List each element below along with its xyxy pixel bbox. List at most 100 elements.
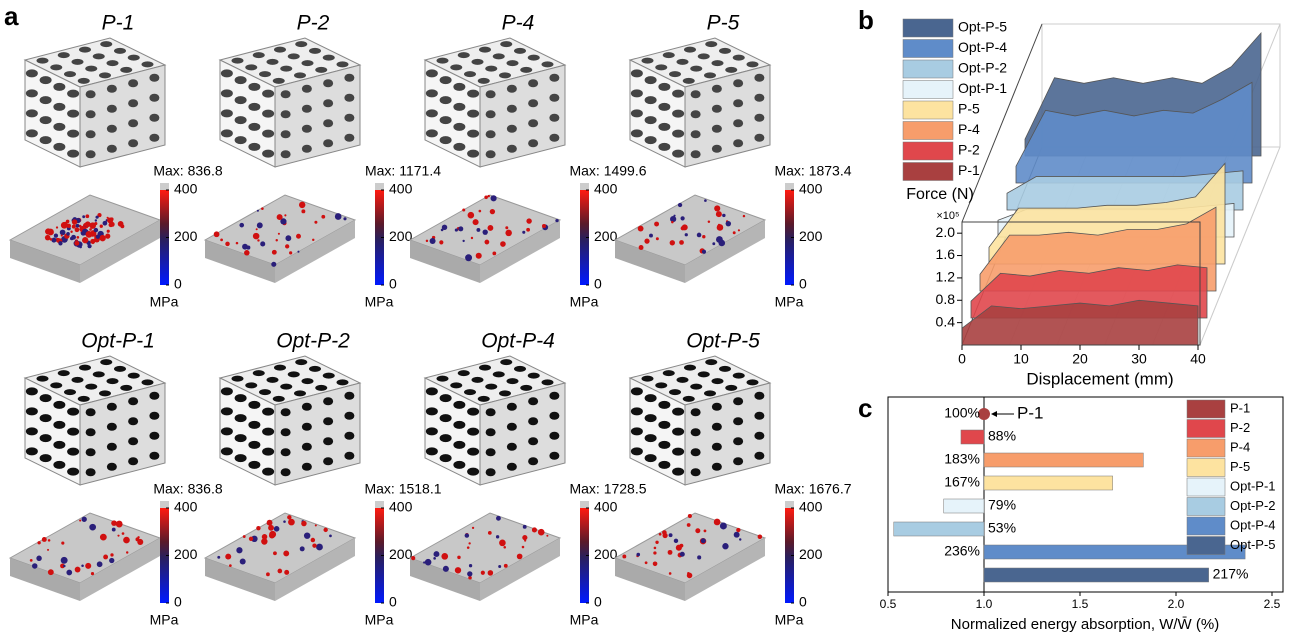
- cube-hole: [262, 130, 274, 138]
- cube-hole: [344, 412, 354, 420]
- cube-hole: [467, 448, 479, 456]
- cube-hole: [235, 136, 247, 144]
- cube-hole: [458, 52, 470, 58]
- specimen-title: P-2: [297, 12, 330, 35]
- stress-spot: [739, 538, 741, 540]
- stress-spot: [239, 223, 244, 228]
- y-tick-label: 0.8: [936, 291, 956, 307]
- cube-hole: [672, 90, 684, 98]
- cube-hole: [733, 79, 743, 87]
- stress-spot: [717, 224, 724, 231]
- colorbar: [375, 183, 384, 285]
- cube-hole: [549, 134, 559, 142]
- cube-hole: [684, 365, 696, 371]
- cube-hole: [655, 64, 667, 70]
- stress-spot: [86, 231, 93, 238]
- panel-label: c: [858, 393, 872, 423]
- cube-hole: [149, 94, 159, 102]
- stress-spot: [655, 541, 658, 544]
- cube-hole: [40, 414, 52, 422]
- cube-hole: [493, 53, 505, 59]
- stress-spot: [488, 570, 494, 576]
- stress-spot: [458, 226, 463, 231]
- cube-hole: [683, 78, 695, 84]
- cube-hole: [53, 461, 65, 469]
- cube-hole: [281, 428, 291, 436]
- panel-label: b: [858, 5, 874, 35]
- cube-hole: [631, 447, 643, 455]
- cube-hole: [53, 143, 65, 151]
- cube-hole: [691, 408, 701, 416]
- y-tick-label: 2.0: [936, 224, 956, 240]
- x-tick-label: 1.0: [976, 597, 993, 611]
- stress-spot: [434, 551, 440, 557]
- cube-hole: [323, 417, 333, 425]
- cube-hole: [86, 130, 96, 138]
- stress-spot: [758, 534, 763, 539]
- cube-hole: [733, 119, 743, 127]
- legend-label: P-4: [958, 121, 980, 137]
- cube-hole: [704, 390, 716, 396]
- cube-hole: [733, 99, 743, 107]
- stress-spot: [272, 250, 277, 255]
- cube-hole: [645, 434, 657, 442]
- cube-hole: [754, 412, 764, 420]
- stress-spot: [84, 223, 87, 226]
- stress-spot: [243, 535, 246, 538]
- colorbar-tick-label: 200: [174, 228, 198, 244]
- legend-swatch: [1187, 439, 1225, 457]
- cube-hole: [747, 379, 759, 385]
- cube-hole: [528, 119, 538, 127]
- cube-hole: [302, 423, 312, 431]
- stress-spot: [30, 559, 33, 562]
- stress-spot: [467, 546, 470, 549]
- cube-hole: [26, 427, 38, 435]
- cube-hole: [658, 401, 670, 409]
- cube-hole: [507, 85, 517, 93]
- cube-hole: [677, 59, 689, 65]
- stress-spot: [54, 234, 58, 238]
- stress-spot: [688, 514, 692, 518]
- stress-spot: [708, 220, 710, 222]
- stress-spot: [110, 217, 114, 221]
- cube-hole: [658, 441, 670, 449]
- cube-hole: [464, 71, 476, 77]
- stress-spot: [296, 234, 301, 239]
- lattice-image: [630, 356, 770, 485]
- stress-map: [10, 195, 160, 283]
- cube-hole: [691, 130, 701, 138]
- cube-hole: [658, 83, 670, 91]
- cube-hole: [85, 384, 97, 390]
- cube-hole: [344, 74, 354, 82]
- colorbar-tick-label: 0: [389, 594, 397, 610]
- stress-map: [615, 513, 765, 601]
- cube-hole: [107, 105, 117, 113]
- cube-hole: [273, 396, 285, 402]
- max-label: Max: 1518.1: [364, 481, 441, 497]
- cube-hole: [467, 110, 479, 118]
- cube-hole: [507, 145, 517, 153]
- stress-spot: [58, 241, 62, 245]
- stress-spot: [288, 519, 295, 526]
- cube-hole: [426, 129, 438, 137]
- stress-spot: [236, 242, 239, 245]
- stress-spot: [426, 240, 428, 242]
- stress-spot: [674, 539, 678, 543]
- cube-hole: [40, 116, 52, 124]
- stress-spot: [91, 572, 94, 575]
- cube-hole: [478, 78, 490, 84]
- cube-hole: [40, 434, 52, 442]
- cube-hole: [645, 96, 657, 104]
- stress-spot: [469, 564, 472, 567]
- cube-hole: [50, 382, 62, 388]
- cube-hole: [67, 110, 79, 118]
- stress-spot: [315, 524, 317, 526]
- cube-hole: [507, 443, 517, 451]
- stress-spot: [668, 550, 673, 555]
- stress-spot: [60, 230, 66, 236]
- cube-hole: [142, 61, 154, 67]
- stress-map: [205, 513, 355, 601]
- cube-hole: [337, 61, 349, 67]
- cube-hole: [53, 83, 65, 91]
- stress-spot: [242, 244, 248, 250]
